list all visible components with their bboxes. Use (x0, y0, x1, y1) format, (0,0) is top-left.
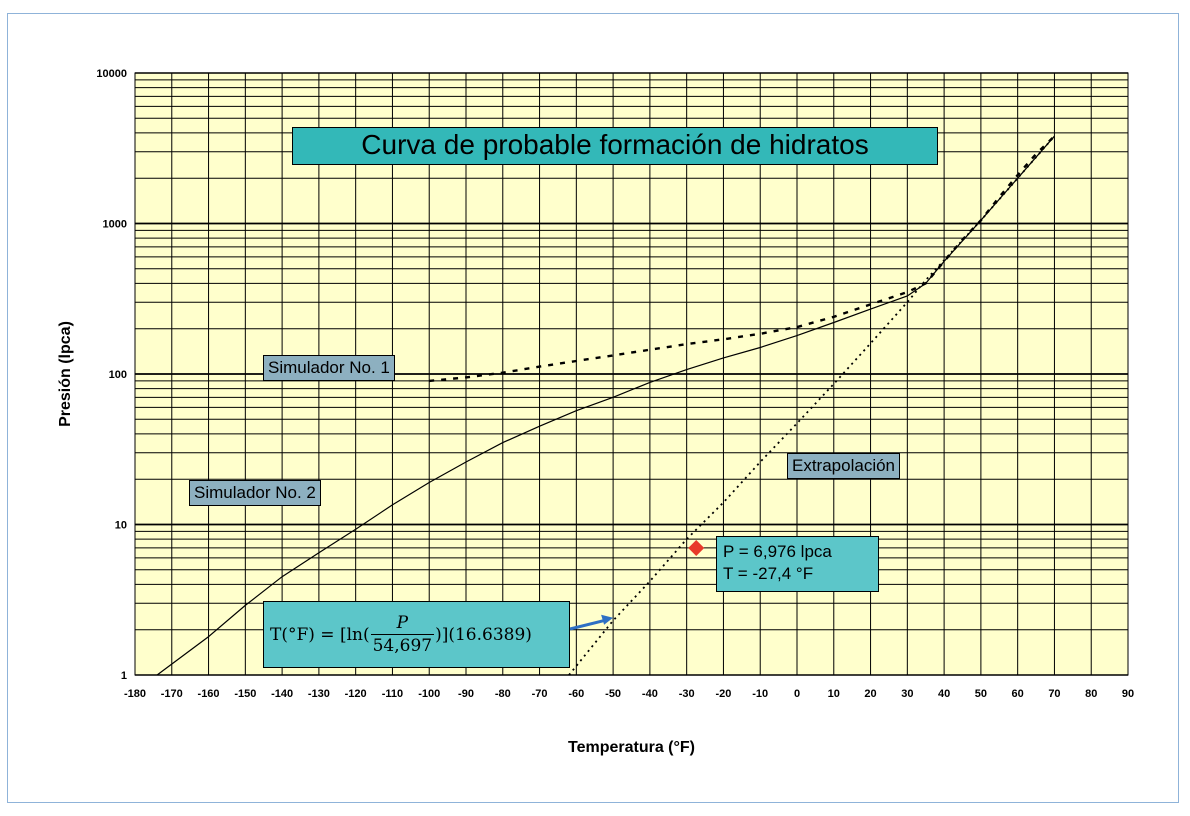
x-tick-label: -170 (161, 688, 183, 700)
x-tick-label: -10 (752, 688, 768, 700)
y-axis-title: Presión (lpca) (57, 321, 74, 427)
x-tick-label: -110 (382, 688, 403, 700)
x-tick-label: -180 (124, 688, 146, 700)
x-tick-label: 0 (794, 688, 800, 700)
y-tick-label: 1000 (103, 219, 127, 231)
y-tick-label: 10000 (96, 68, 127, 80)
x-tick-label: -100 (418, 688, 440, 700)
formula-rhs: )](16.6389) (435, 624, 532, 645)
x-tick-label: -140 (271, 688, 293, 700)
x-tick-label: 70 (1048, 688, 1060, 700)
x-tick-label: -120 (345, 688, 367, 700)
point-annotation: P = 6,976 lpca T = -27,4 °F (716, 536, 879, 592)
hydrate-point-marker (688, 540, 705, 557)
x-tick-label: -90 (458, 688, 474, 700)
x-tick-label: -130 (308, 688, 330, 700)
formula-arrow-head (601, 614, 614, 625)
x-tick-label: -80 (495, 688, 511, 700)
formula-lhs: T(°F) = [ln( (270, 624, 370, 645)
y-tick-label: 100 (109, 369, 127, 381)
x-tick-label: 90 (1122, 688, 1134, 700)
label-simulador-1: Simulador No. 1 (263, 355, 395, 381)
x-tick-label: -160 (198, 688, 220, 700)
series-line-extrapolaci-n (568, 135, 1056, 676)
point-temperature-label: T = -27,4 °F (723, 564, 814, 583)
formula-box: T(°F) = [ln( P 54,697 )](16.6389) (263, 601, 570, 668)
x-tick-label: -60 (568, 688, 584, 700)
x-tick-label: -30 (679, 688, 695, 700)
x-tick-label: 80 (1085, 688, 1097, 700)
x-tick-label: 30 (901, 688, 913, 700)
x-tick-label: -20 (715, 688, 731, 700)
x-tick-label: 40 (938, 688, 950, 700)
x-axis-title: Temperatura (°F) (568, 739, 695, 756)
x-tick-label: -70 (532, 688, 548, 700)
y-ticks: 1 10 100 1000 10000 (96, 68, 127, 682)
point-pressure-label: P = 6,976 lpca (723, 542, 832, 561)
x-tick-label: 10 (828, 688, 840, 700)
annotation-marks (569, 540, 705, 631)
formula-fraction: P 54,697 (370, 612, 435, 657)
chart-title: Curva de probable formación de hidratos (292, 127, 938, 165)
formula-denominator: 54,697 (370, 634, 435, 656)
label-simulador-2: Simulador No. 2 (189, 480, 321, 506)
label-extrapolacion: Extrapolación (787, 453, 901, 479)
formula-numerator: P (396, 613, 409, 633)
series-group (156, 135, 1056, 676)
x-tick-label: 50 (975, 688, 987, 700)
y-tick-label: 1 (121, 670, 127, 682)
formula-arrow-line (569, 618, 608, 631)
x-ticks: -180 -170 -160 -150 -140 -130 -120 -110 -100 -90-… (124, 688, 1134, 700)
x-tick-label: 20 (864, 688, 876, 700)
series-line-simulador-no-2 (156, 135, 1055, 676)
y-tick-label: 10 (115, 520, 127, 532)
x-tick-label: -40 (642, 688, 658, 700)
x-tick-label: -50 (605, 688, 621, 700)
x-tick-label: 60 (1012, 688, 1024, 700)
x-tick-label: -150 (234, 688, 256, 700)
